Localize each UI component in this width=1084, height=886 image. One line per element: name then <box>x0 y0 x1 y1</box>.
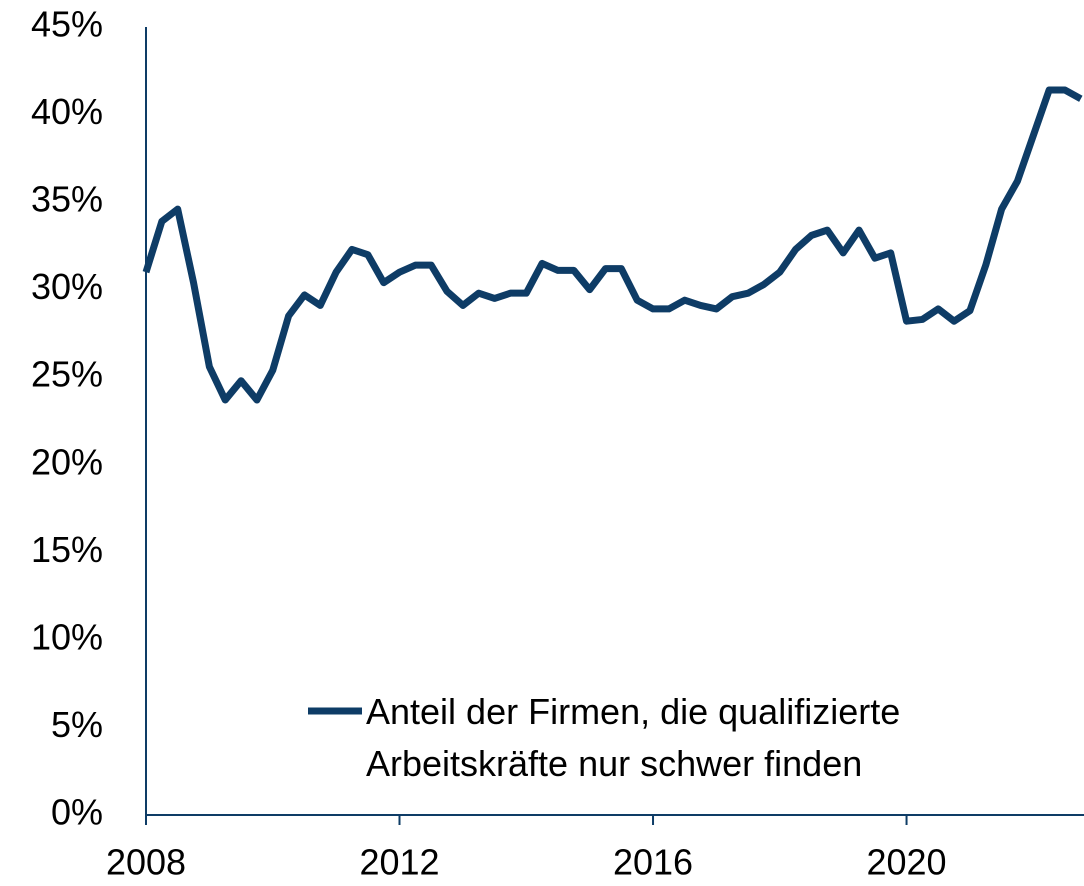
y-tick-label: 5% <box>51 704 103 745</box>
x-tick-label: 2008 <box>106 842 186 883</box>
x-tick-label: 2012 <box>359 842 439 883</box>
y-tick-label: 25% <box>31 354 103 395</box>
y-tick-label: 30% <box>31 266 103 307</box>
x-tick-label: 2020 <box>866 842 946 883</box>
y-tick-label: 0% <box>51 792 103 833</box>
y-tick-label: 35% <box>31 179 103 220</box>
y-tick-label: 10% <box>31 616 103 657</box>
y-tick-label: 45% <box>31 4 103 45</box>
y-tick-label: 40% <box>31 91 103 132</box>
x-tick-label: 2016 <box>613 842 693 883</box>
data-line <box>142 86 1083 404</box>
y-tick-label: 15% <box>31 529 103 570</box>
y-tick-label: 20% <box>31 441 103 482</box>
legend-label: Anteil der Firmen, die qualifizierte Arb… <box>366 691 901 784</box>
